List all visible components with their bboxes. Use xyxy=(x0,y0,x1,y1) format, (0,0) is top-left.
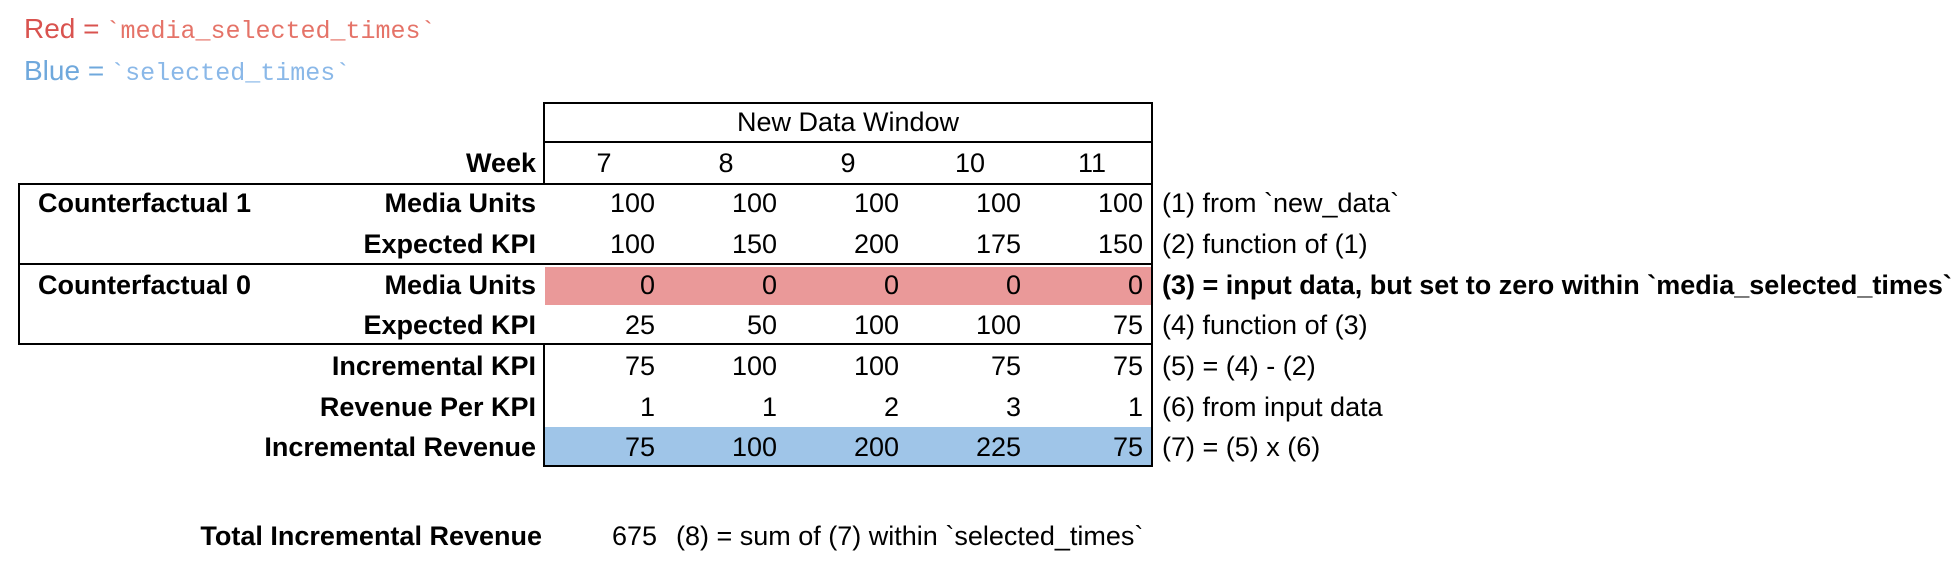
legend-blue-line: Blue = `selected_times` xyxy=(24,54,350,88)
row-annotation-5: (5) = (4) - (2) xyxy=(1162,351,1316,381)
table-cell: 2 xyxy=(883,392,899,422)
table-cell: 100 xyxy=(731,188,777,218)
table-cell: 150 xyxy=(731,229,777,259)
table-cell-highlighted-red: 0 xyxy=(639,270,655,300)
table-cell: 100 xyxy=(853,188,899,218)
section-label-counterfactual-0: Counterfactual 0 xyxy=(38,270,252,300)
total-incremental-revenue-value: 675 xyxy=(611,521,657,551)
table-cell: 100 xyxy=(975,310,1021,340)
week-header-cell: 9 xyxy=(840,148,856,178)
table-cell-highlighted-red: 0 xyxy=(1005,270,1021,300)
row-annotation-1: (1) from `new_data` xyxy=(1162,188,1400,218)
table-cell: 75 xyxy=(1112,310,1143,340)
table-cell: 1 xyxy=(761,392,777,422)
table-cell: 1 xyxy=(1127,392,1143,422)
week-header-cell: 8 xyxy=(718,148,734,178)
row-annotation-3: (3) = input data, but set to zero within… xyxy=(1162,270,1952,300)
table-cell-highlighted-red: 0 xyxy=(761,270,777,300)
table-cell: 75 xyxy=(990,351,1021,381)
table-cell: 100 xyxy=(853,351,899,381)
table-cell: 100 xyxy=(853,310,899,340)
row-label-expected-kpi-cf1: Expected KPI xyxy=(363,229,536,259)
row-label-media-units-cf1: Media Units xyxy=(384,188,536,218)
legend-blue-label: Blue = xyxy=(24,55,105,86)
table-cell: 75 xyxy=(624,351,655,381)
new-data-window-header: New Data Window xyxy=(543,102,1153,143)
legend-blue-value: `selected_times` xyxy=(110,59,351,88)
table-cell: 150 xyxy=(1097,229,1143,259)
table-cell: 100 xyxy=(731,351,777,381)
section-label-counterfactual-1: Counterfactual 1 xyxy=(38,188,252,218)
row-label-expected-kpi-cf0: Expected KPI xyxy=(363,310,536,340)
row-label-media-units-cf0: Media Units xyxy=(384,270,536,300)
table-cell: 25 xyxy=(624,310,655,340)
selected-times-highlight xyxy=(545,427,1151,465)
table-cell: 200 xyxy=(853,229,899,259)
row-label-incremental-kpi: Incremental KPI xyxy=(331,351,536,381)
row-label-revenue-per-kpi: Revenue Per KPI xyxy=(319,392,536,422)
total-incremental-revenue-label: Total Incremental Revenue xyxy=(200,521,542,551)
row-annotation-4: (4) function of (3) xyxy=(1162,310,1368,340)
table-cell-highlighted-blue: 75 xyxy=(624,432,655,462)
row-label-incremental-revenue: Incremental Revenue xyxy=(264,432,536,462)
media-selected-times-highlight xyxy=(545,267,1151,305)
table-cell: 50 xyxy=(746,310,777,340)
table-cell-highlighted-blue: 200 xyxy=(853,432,899,462)
table-cell: 3 xyxy=(1005,392,1021,422)
table-cell: 1 xyxy=(639,392,655,422)
row-annotation-7: (7) = (5) x (6) xyxy=(1162,432,1321,462)
row-annotation-6: (6) from input data xyxy=(1162,392,1383,422)
table-cell: 100 xyxy=(1097,188,1143,218)
week-header-cell: 7 xyxy=(596,148,612,178)
table-cell-highlighted-blue: 100 xyxy=(731,432,777,462)
week-label: Week xyxy=(465,148,536,178)
table-cell-highlighted-red: 0 xyxy=(1127,270,1143,300)
total-annotation-8: (8) = sum of (7) within `selected_times` xyxy=(676,521,1144,551)
table-cell: 100 xyxy=(975,188,1021,218)
legend-red-value: `media_selected_times` xyxy=(105,17,436,46)
week-header-cell: 11 xyxy=(1077,148,1107,178)
table-cell-highlighted-blue: 225 xyxy=(975,432,1021,462)
table-cell-highlighted-red: 0 xyxy=(883,270,899,300)
week-header-cell: 10 xyxy=(954,148,986,178)
legend-red-line: Red = `media_selected_times` xyxy=(24,12,436,46)
table-cell: 100 xyxy=(609,229,655,259)
table-cell: 100 xyxy=(609,188,655,218)
row-annotation-2: (2) function of (1) xyxy=(1162,229,1368,259)
table-cell-highlighted-blue: 75 xyxy=(1112,432,1143,462)
table-cell: 75 xyxy=(1112,351,1143,381)
table-cell: 175 xyxy=(975,229,1021,259)
legend-red-label: Red = xyxy=(24,13,100,44)
